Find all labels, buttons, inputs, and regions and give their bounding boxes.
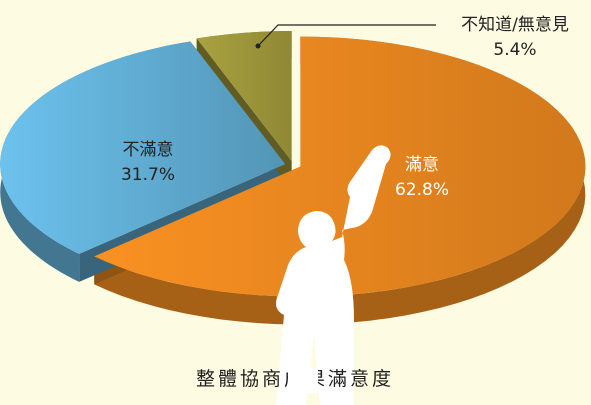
value-label: 62.8% <box>395 180 449 200</box>
pie: 滿意 62.8% 不滿意 31.7% 不知道/無意見 5.4% <box>0 15 586 325</box>
slice <box>196 31 292 162</box>
slice-side <box>94 36 586 325</box>
figure-overlap <box>288 368 318 393</box>
slice <box>94 36 586 297</box>
value-label: 31.7% <box>121 165 175 185</box>
figure-silhouette <box>276 145 391 405</box>
slice-label: 滿意 <box>405 155 439 175</box>
value-label: 5.4% <box>493 40 536 60</box>
slice-label: 不滿意 <box>123 140 174 160</box>
slice <box>0 41 286 254</box>
slice-label: 不知道/無意見 <box>461 15 569 35</box>
leader-dot <box>255 43 261 49</box>
leader-line <box>257 24 436 47</box>
